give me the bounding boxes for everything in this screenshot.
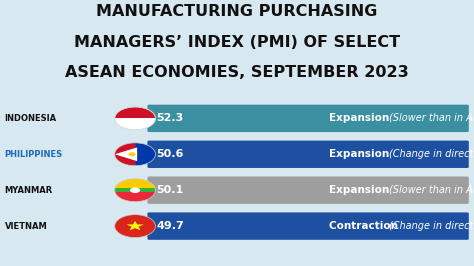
Wedge shape <box>115 179 155 202</box>
Circle shape <box>115 215 155 238</box>
Text: (Slower than in August): (Slower than in August) <box>389 113 474 123</box>
Text: MYANMAR: MYANMAR <box>5 186 53 195</box>
Text: MANUFACTURING PURCHASING: MANUFACTURING PURCHASING <box>96 4 378 19</box>
Text: MANAGERS’ INDEX (PMI) OF SELECT: MANAGERS’ INDEX (PMI) OF SELECT <box>74 35 400 49</box>
Text: 50.6: 50.6 <box>156 149 184 159</box>
Text: Expansion: Expansion <box>329 113 393 123</box>
Circle shape <box>128 152 136 156</box>
Polygon shape <box>127 221 144 230</box>
Text: VIETNAM: VIETNAM <box>5 222 47 231</box>
FancyBboxPatch shape <box>147 140 469 168</box>
Wedge shape <box>115 107 155 118</box>
Text: 52.3: 52.3 <box>156 113 183 123</box>
Text: (Slower than in August): (Slower than in August) <box>389 185 474 195</box>
Text: INDONESIA: INDONESIA <box>5 114 57 123</box>
Wedge shape <box>115 190 155 202</box>
Polygon shape <box>115 189 155 192</box>
Text: PHILIPPINES: PHILIPPINES <box>5 150 63 159</box>
Text: 50.1: 50.1 <box>156 185 183 195</box>
Wedge shape <box>115 118 155 130</box>
Wedge shape <box>135 143 155 166</box>
FancyBboxPatch shape <box>147 177 469 204</box>
FancyBboxPatch shape <box>147 105 469 132</box>
Text: (Change in direction): (Change in direction) <box>389 221 474 231</box>
Text: (Change in direction): (Change in direction) <box>389 149 474 159</box>
Text: 49.7: 49.7 <box>156 221 184 231</box>
Text: Contraction: Contraction <box>329 221 402 231</box>
Polygon shape <box>115 179 155 190</box>
Wedge shape <box>115 143 135 166</box>
Text: Expansion: Expansion <box>329 149 393 159</box>
Wedge shape <box>115 179 155 190</box>
Circle shape <box>130 187 140 193</box>
Text: Expansion: Expansion <box>329 185 393 195</box>
Text: ASEAN ECONOMIES, SEPTEMBER 2023: ASEAN ECONOMIES, SEPTEMBER 2023 <box>65 65 409 80</box>
Polygon shape <box>115 147 137 161</box>
FancyBboxPatch shape <box>147 212 469 240</box>
